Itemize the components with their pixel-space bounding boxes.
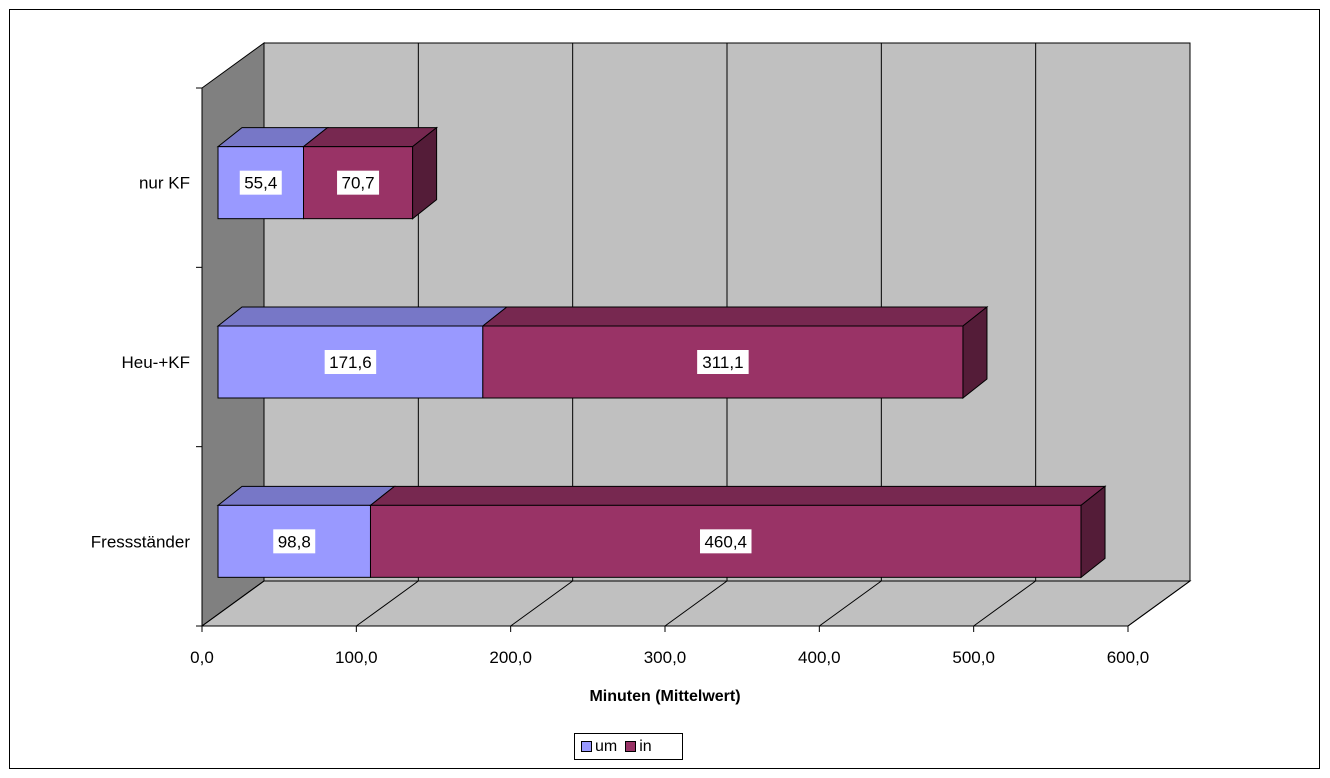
bar-side-in [412, 126, 438, 220]
bar-side-in [1080, 485, 1106, 579]
data-label-um: 171,6 [329, 353, 372, 372]
data-label-in: 460,4 [704, 532, 747, 551]
chart-legend: um in [574, 733, 683, 760]
floor-gridline [664, 580, 728, 627]
x-tick-label: 0,0 [190, 648, 214, 667]
floor-gridline [201, 580, 265, 627]
data-label-box [337, 170, 380, 195]
data-label-box [239, 170, 282, 195]
data-label-in: 70,7 [342, 174, 375, 193]
bar-top-um [216, 306, 509, 327]
data-label-box [700, 529, 752, 554]
data-label-box [273, 529, 316, 554]
bar-in [482, 325, 964, 399]
data-label-in: 311,1 [702, 353, 743, 372]
data-label-um: 55,4 [244, 174, 277, 193]
legend-item-um: um [581, 738, 617, 756]
legend-label-in: in [639, 737, 652, 755]
floor-gridline [819, 580, 882, 627]
floor-gridline [356, 580, 419, 627]
data-label-box [324, 350, 377, 374]
bar-top-in [481, 306, 989, 327]
floor-gridline [510, 580, 573, 627]
legend-swatch-in [625, 741, 637, 752]
y-tick-label: Heu-+KF [122, 353, 191, 372]
x-tick-label: 400,0 [798, 648, 841, 667]
floor-gridline [973, 580, 1036, 627]
bar-top-in [369, 485, 1107, 506]
y-tick-label: Fressständer [91, 532, 191, 551]
data-label-box [697, 350, 749, 374]
x-tick-label: 100,0 [335, 648, 378, 667]
floor-gridline [1127, 580, 1191, 627]
legend-swatch-um [581, 741, 592, 752]
x-axis-title: Minuten (Mittelwert) [589, 688, 740, 705]
y-tick-label: nur KF [139, 174, 190, 193]
bar-side-in [962, 305, 988, 400]
x-tick-label: 600,0 [1107, 648, 1150, 667]
x-tick-label: 200,0 [489, 648, 532, 667]
bar-top-um [216, 485, 396, 506]
x-tick-label: 500,0 [952, 648, 995, 667]
legend-label-um: um [595, 737, 618, 755]
data-label-um: 98,8 [278, 532, 311, 551]
legend-item-in: in [625, 737, 652, 756]
x-tick-label: 300,0 [644, 648, 687, 667]
